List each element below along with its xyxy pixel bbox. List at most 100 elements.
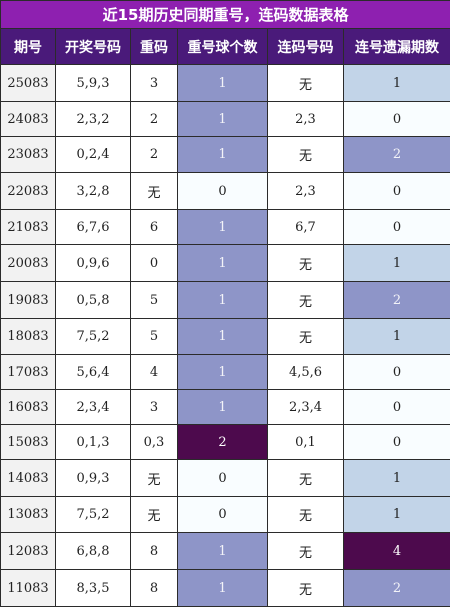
cell-repeat-count: 1 <box>178 245 268 282</box>
table-title: 近15期历史同期重号，连码数据表格 <box>1 1 450 29</box>
cell-consecutive: 无 <box>268 497 344 533</box>
cell-repeat-count: 0 <box>178 460 268 497</box>
cell-numbers: 2,3,2 <box>56 102 131 137</box>
cell-numbers: 8,3,5 <box>56 570 131 607</box>
table-title-row: 近15期历史同期重号，连码数据表格 <box>1 1 450 29</box>
cell-repeat-count: 1 <box>178 390 268 425</box>
cell-period: 24083 <box>1 102 56 137</box>
cell-numbers: 7,5,2 <box>56 497 131 533</box>
cell-consecutive: 4,5,6 <box>268 355 344 390</box>
cell-consecutive: 无 <box>268 245 344 282</box>
header-repeat: 重码 <box>131 29 178 65</box>
cell-numbers: 0,5,8 <box>56 282 131 319</box>
cell-repeat: 3 <box>131 390 178 425</box>
cell-gap: 2 <box>344 282 450 319</box>
cell-gap: 1 <box>344 497 450 533</box>
cell-gap: 0 <box>344 390 450 425</box>
cell-numbers: 6,8,8 <box>56 533 131 570</box>
cell-gap: 0 <box>344 210 450 245</box>
cell-period: 22083 <box>1 173 56 210</box>
cell-numbers: 0,2,4 <box>56 137 131 173</box>
cell-consecutive: 无 <box>268 533 344 570</box>
cell-repeat-count: 0 <box>178 173 268 210</box>
cell-repeat: 无 <box>131 460 178 497</box>
cell-consecutive: 2,3 <box>268 102 344 137</box>
cell-numbers: 0,1,3 <box>56 425 131 460</box>
cell-gap: 0 <box>344 102 450 137</box>
cell-period: 25083 <box>1 65 56 102</box>
cell-gap: 0 <box>344 425 450 460</box>
header-numbers: 开奖号码 <box>56 29 131 65</box>
header-repeat-count: 重号球个数 <box>178 29 268 65</box>
cell-repeat-count: 1 <box>178 210 268 245</box>
cell-repeat: 8 <box>131 570 178 607</box>
table-header-row: 期号 开奖号码 重码 重号球个数 连码号码 连号遗漏期数 <box>1 29 450 65</box>
cell-period: 19083 <box>1 282 56 319</box>
cell-numbers: 2,3,4 <box>56 390 131 425</box>
cell-repeat-count: 1 <box>178 65 268 102</box>
cell-consecutive: 无 <box>268 460 344 497</box>
cell-consecutive: 0,1 <box>268 425 344 460</box>
cell-consecutive: 6,7 <box>268 210 344 245</box>
cell-numbers: 7,5,2 <box>56 319 131 355</box>
cell-consecutive: 2,3 <box>268 173 344 210</box>
cell-numbers: 0,9,6 <box>56 245 131 282</box>
cell-repeat: 5 <box>131 319 178 355</box>
cell-repeat: 6 <box>131 210 178 245</box>
header-consecutive: 连码号码 <box>268 29 344 65</box>
header-period: 期号 <box>1 29 56 65</box>
cell-repeat: 5 <box>131 282 178 319</box>
cell-repeat-count: 1 <box>178 533 268 570</box>
cell-gap: 1 <box>344 460 450 497</box>
cell-consecutive: 无 <box>268 570 344 607</box>
cell-repeat: 0 <box>131 245 178 282</box>
cell-gap: 1 <box>344 65 450 102</box>
cell-repeat-count: 1 <box>178 355 268 390</box>
cell-repeat-count: 1 <box>178 570 268 607</box>
cell-consecutive: 无 <box>268 137 344 173</box>
cell-period: 21083 <box>1 210 56 245</box>
cell-consecutive: 2,3,4 <box>268 390 344 425</box>
cell-period: 23083 <box>1 137 56 173</box>
cell-repeat: 4 <box>131 355 178 390</box>
cell-period: 11083 <box>1 570 56 607</box>
cell-period: 16083 <box>1 390 56 425</box>
cell-period: 18083 <box>1 319 56 355</box>
cell-repeat: 3 <box>131 65 178 102</box>
cell-period: 14083 <box>1 460 56 497</box>
cell-period: 20083 <box>1 245 56 282</box>
cell-numbers: 5,9,3 <box>56 65 131 102</box>
cell-numbers: 6,7,6 <box>56 210 131 245</box>
cell-period: 17083 <box>1 355 56 390</box>
cell-consecutive: 无 <box>268 65 344 102</box>
cell-period: 12083 <box>1 533 56 570</box>
cell-gap: 2 <box>344 570 450 607</box>
cell-repeat-count: 1 <box>178 137 268 173</box>
cell-gap: 1 <box>344 245 450 282</box>
cell-gap: 4 <box>344 533 450 570</box>
cell-repeat-count: 0 <box>178 497 268 533</box>
cell-gap: 2 <box>344 137 450 173</box>
cell-consecutive: 无 <box>268 282 344 319</box>
cell-consecutive: 无 <box>268 319 344 355</box>
cell-gap: 0 <box>344 173 450 210</box>
cell-repeat: 2 <box>131 137 178 173</box>
cell-numbers: 0,9,3 <box>56 460 131 497</box>
cell-repeat-count: 1 <box>178 282 268 319</box>
header-gap: 连号遗漏期数 <box>344 29 450 65</box>
cell-repeat: 2 <box>131 102 178 137</box>
